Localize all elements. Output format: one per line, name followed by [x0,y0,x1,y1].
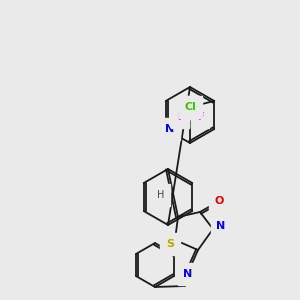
Text: F: F [187,102,193,112]
Text: O: O [214,196,224,206]
Text: Cl: Cl [184,102,196,112]
Text: F: F [197,112,203,122]
Text: N: N [183,269,193,279]
Text: S: S [166,239,174,249]
Text: F: F [177,112,183,122]
Text: N: N [216,221,226,231]
Text: H: H [223,219,231,229]
Text: N: N [165,124,174,134]
Text: H: H [157,190,165,200]
